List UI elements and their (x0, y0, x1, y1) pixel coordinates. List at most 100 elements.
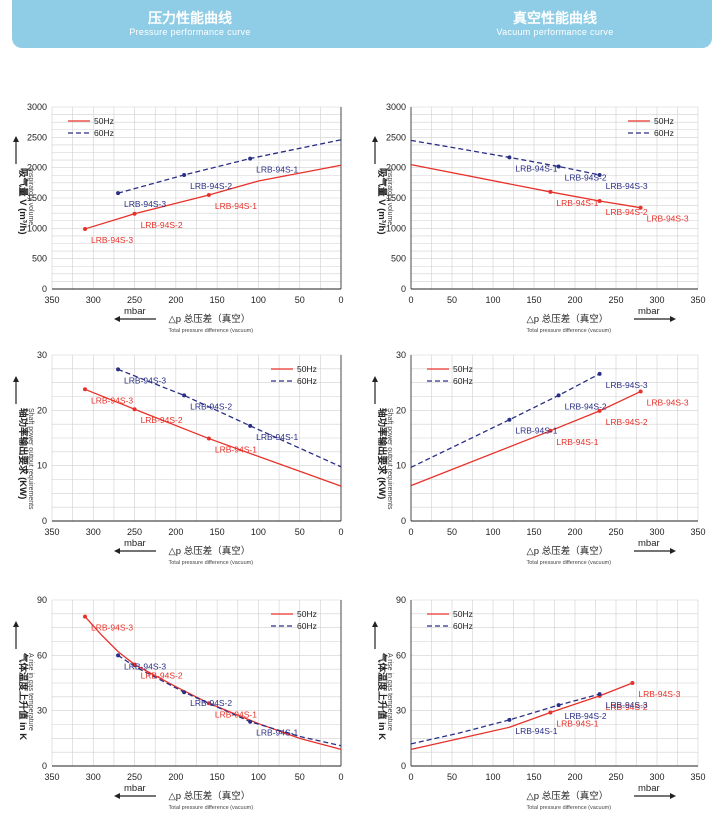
data-point-marker (556, 164, 561, 169)
data-point-marker (630, 681, 635, 685)
x-tick-label: 200 (567, 527, 582, 537)
x-tick-label: 50 (447, 772, 457, 782)
series-line-60Hz (410, 139, 600, 176)
y-axis-label-zh: 轴功率输出要求 (KW) (376, 408, 388, 499)
data-point-marker (116, 191, 121, 196)
data-point-marker (83, 614, 88, 619)
data-point-label: LRB-94S-2 (606, 417, 648, 427)
chart-pressure-temperature: 350 300 250 200 150 100 50 00306090LRB-94S-3LRB… (13, 595, 344, 811)
x-tick-label: 150 (210, 295, 225, 305)
x-axis-label-en: Total pressure difference (vacuum) (169, 328, 254, 334)
data-point-marker (548, 189, 553, 194)
x-tick-label: 150 (526, 295, 541, 305)
data-point-label: LRB-94S-1 (256, 728, 298, 738)
y-tick-label: 60 (37, 650, 47, 660)
x-tick-label: 250 (127, 295, 142, 305)
legend-label-60Hz: 60Hz (453, 376, 473, 386)
data-point-label: LRB-94S-1 (556, 719, 598, 729)
data-point-label: LRB-94S-2 (141, 220, 183, 230)
y-axis-arrow-head (372, 621, 378, 627)
series-line-50Hz (84, 164, 342, 230)
data-point-marker (548, 428, 553, 433)
x-tick-label: 100 (485, 527, 500, 537)
page-header: 压力性能曲线 Pressure performance curve 真空性能曲线… (0, 0, 720, 48)
x-tick-label: 350 (44, 295, 59, 305)
y-axis-arrow-head (372, 376, 378, 382)
series-line-60Hz (117, 654, 342, 747)
data-point-label: LRB-94S-2 (190, 401, 232, 411)
data-point-label: LRB-94S-1 (256, 432, 298, 442)
data-point-label: LRB-94S-3 (91, 235, 133, 245)
data-point-label: LRB-94S-1 (556, 198, 598, 208)
data-point-label: LRB-94S-2 (141, 415, 183, 425)
data-point-marker (206, 192, 211, 197)
y-tick-label: 30 (37, 706, 47, 716)
y-tick-label: 30 (396, 350, 406, 360)
x-tick-label: 250 (608, 527, 623, 537)
y-axis-label-en: Inspiratory volume (27, 168, 34, 225)
vacuum-section-title: 真空性能曲线 Vacuum performance curve (405, 10, 705, 38)
data-point-marker (83, 387, 88, 392)
y-tick-label: 0 (401, 284, 406, 294)
data-point-marker (548, 710, 553, 715)
x-axis-unit: mbar (638, 306, 660, 317)
x-axis-label-zh: △p 总压差（真空） (527, 313, 609, 325)
legend-label-50Hz: 50Hz (297, 364, 317, 374)
data-point-label: LRB-94S-1 (515, 163, 557, 173)
data-point-label: LRB-94S-3 (124, 375, 166, 385)
x-axis-unit: mbar (638, 538, 660, 549)
x-tick-label: 50 (447, 295, 457, 305)
data-point-marker (248, 423, 253, 428)
x-axis-label-en: Total pressure difference (vacuum) (169, 805, 254, 811)
pressure-section-title: 压力性能曲线 Pressure performance curve (40, 10, 340, 38)
y-axis-arrow-head (13, 376, 19, 382)
x-tick-label: 100 (485, 772, 500, 782)
x-tick-label: 0 (338, 772, 343, 782)
data-point-label: LRB-94S-2 (606, 207, 648, 217)
data-point-marker (556, 703, 561, 708)
y-tick-label: 500 (391, 254, 406, 264)
y-tick-label: 3000 (386, 102, 406, 112)
x-tick-label: 0 (408, 772, 413, 782)
data-point-label: LRB-94S-1 (556, 437, 598, 447)
pressure-title-zh: 压力性能曲线 (148, 10, 232, 26)
y-axis-arrow-head (372, 136, 378, 142)
header-banner (12, 0, 712, 48)
x-tick-label: 100 (251, 772, 266, 782)
data-point-marker (248, 719, 253, 724)
series-line-60Hz (117, 368, 342, 468)
x-tick-label: 200 (168, 527, 183, 537)
chart-vacuum-power: 0 50 100 150 200 250 300 3500102030LRB-94S-1LRB… (372, 350, 706, 566)
data-point-marker (182, 172, 187, 177)
data-point-marker (507, 155, 512, 160)
x-tick-label: 0 (408, 295, 413, 305)
y-tick-label: 0 (42, 761, 47, 771)
data-point-label: LRB-94S-3 (124, 661, 166, 671)
y-axis-label-zh: 吸气量 V (m³/h) (376, 168, 388, 235)
legend-label-60Hz: 60Hz (297, 621, 317, 631)
data-point-marker (182, 690, 187, 695)
data-point-label: LRB-94S-1 (215, 709, 257, 719)
y-tick-label: 60 (396, 650, 406, 660)
x-tick-label: 0 (408, 527, 413, 537)
chart-vacuum-temperature: 0 50 100 150 200 250 300 3500306090LRB-94S-1LRB… (372, 595, 706, 811)
x-axis-label-en: Total pressure difference (vacuum) (169, 560, 254, 566)
legend-label-60Hz: 60Hz (297, 376, 317, 386)
y-tick-label: 90 (37, 595, 47, 605)
y-tick-label: 10 (396, 461, 406, 471)
x-tick-label: 150 (526, 527, 541, 537)
y-axis-label-zh: 气体温度上升值 in K (376, 652, 388, 740)
x-axis-arrow-head (670, 548, 676, 554)
legend-label-60Hz: 60Hz (654, 128, 674, 138)
x-tick-label: 100 (485, 295, 500, 305)
data-point-label: LRB-94S-3 (606, 700, 648, 710)
y-axis-label-en: Shaft power output requirements (27, 408, 34, 510)
series-line-60Hz (410, 373, 600, 468)
data-point-label: LRB-94S-3 (606, 181, 648, 191)
y-tick-label: 1500 (27, 193, 47, 203)
legend-label-50Hz: 50Hz (94, 116, 114, 126)
x-axis-unit: mbar (124, 538, 146, 549)
pressure-title-en: Pressure performance curve (129, 27, 251, 37)
x-tick-label: 200 (168, 772, 183, 782)
